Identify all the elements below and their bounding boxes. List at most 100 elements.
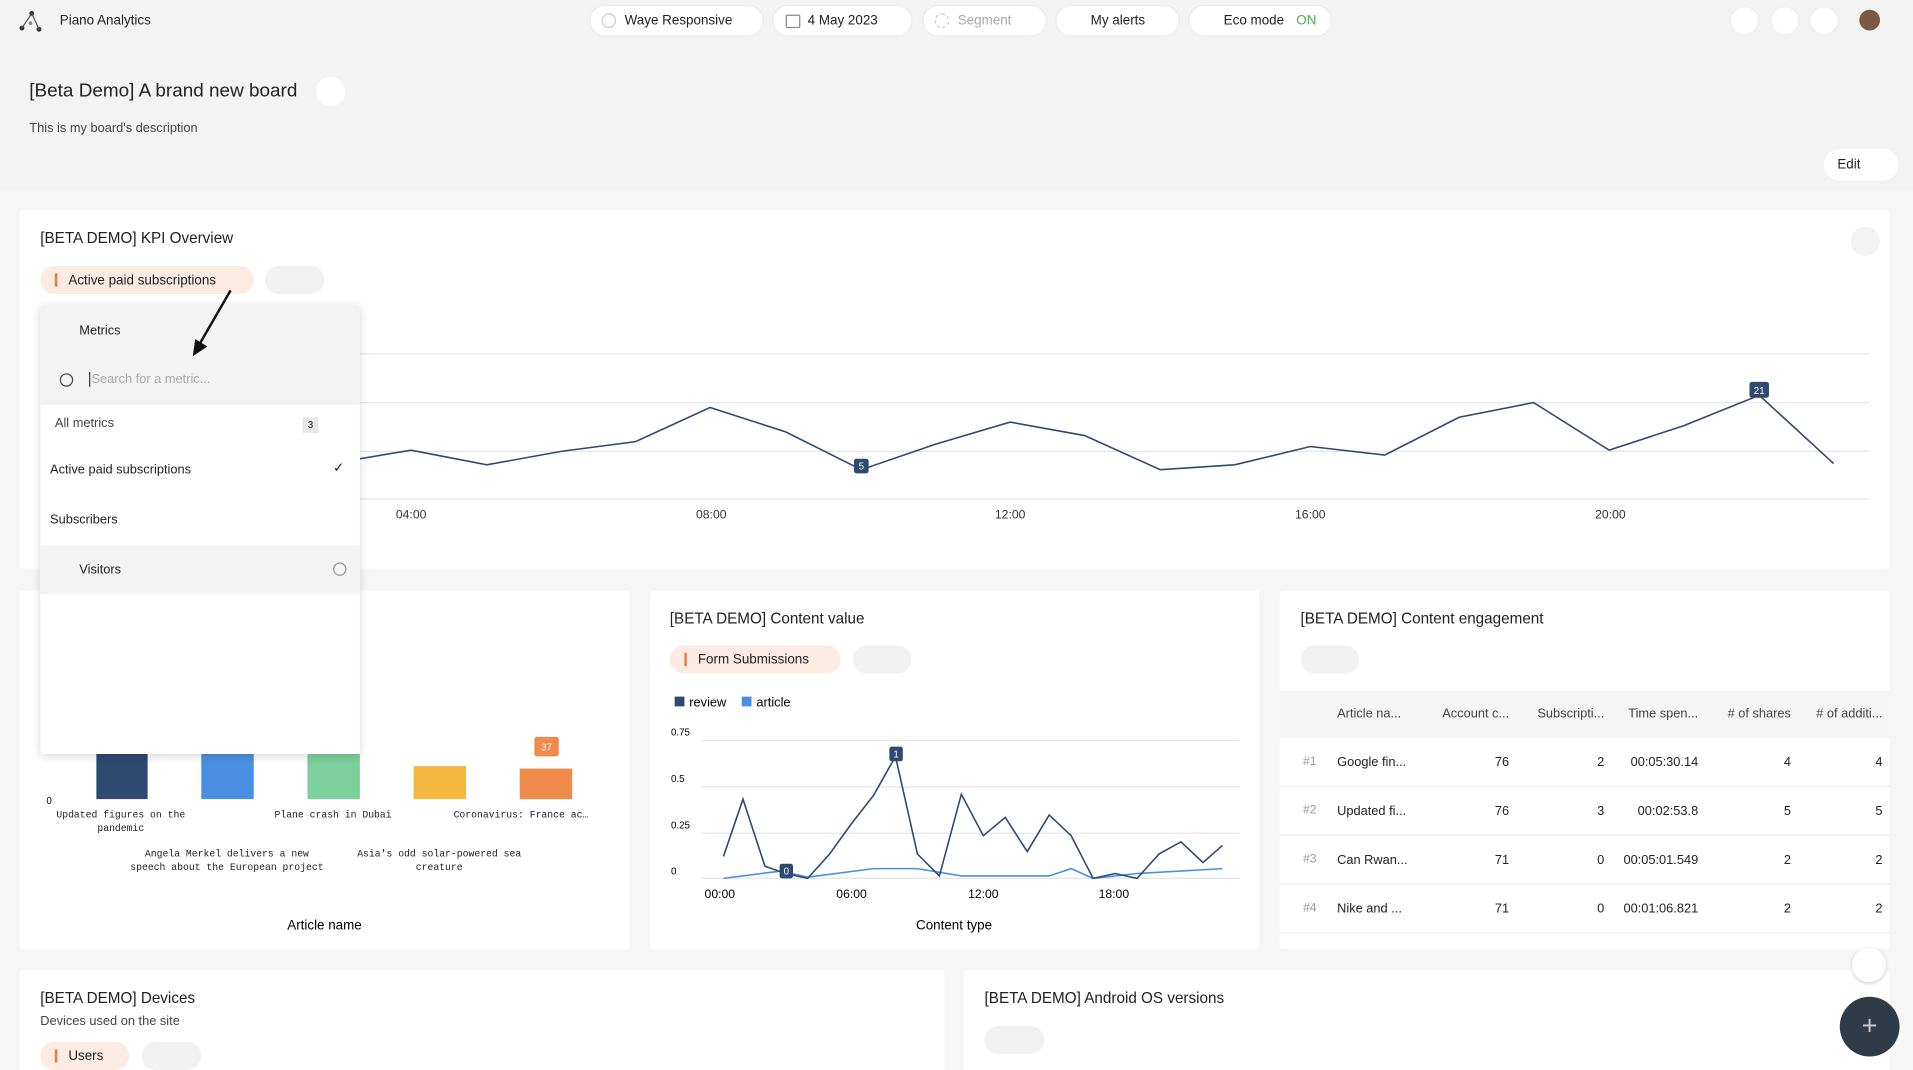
chart-type-selector[interactable] bbox=[852, 645, 912, 674]
logo bbox=[19, 10, 42, 32]
row-divider bbox=[1279, 883, 1890, 885]
panel-title: [BETA DEMO] Android OS versions bbox=[984, 989, 1225, 1007]
table-cell: Can Rwan... bbox=[1337, 852, 1408, 868]
search-input[interactable]: Search for a metric... bbox=[89, 372, 210, 387]
view-selector[interactable] bbox=[984, 1026, 1045, 1055]
info-icon bbox=[333, 562, 347, 576]
metric-selector[interactable]: Form Submissions bbox=[669, 645, 841, 674]
app-name: Piano Analytics bbox=[59, 13, 151, 29]
x-tick-label: 00:00 bbox=[705, 887, 736, 901]
table-cell: 4 bbox=[1875, 755, 1883, 770]
date-selector[interactable]: 4 May 2023 bbox=[773, 6, 912, 36]
metric: Users bbox=[68, 1048, 104, 1064]
metric-dropdown: Metrics Search for a metric... All metri… bbox=[40, 305, 360, 754]
row-divider bbox=[1279, 785, 1890, 787]
row-divider bbox=[1279, 834, 1890, 836]
row-rank: #1 bbox=[1302, 755, 1317, 769]
eco-state: ON bbox=[1296, 13, 1317, 29]
check-icon: ✓ bbox=[333, 461, 345, 476]
point-label: 5 bbox=[859, 462, 865, 473]
table-cell: 71 bbox=[1494, 901, 1510, 917]
alerts: My alerts bbox=[1090, 13, 1146, 29]
table-cell: 5 bbox=[1783, 803, 1791, 819]
add-button[interactable]: + bbox=[1839, 996, 1900, 1057]
x-tick-label: Coronavirus: France ac… bbox=[453, 810, 589, 822]
table-cell: 2 bbox=[1597, 755, 1605, 770]
table-cell: 0 bbox=[1597, 901, 1605, 917]
legend-label: article bbox=[756, 694, 790, 709]
row-divider bbox=[1279, 932, 1890, 934]
board-description: This is my board's description bbox=[29, 120, 198, 136]
value-label: 37 bbox=[541, 742, 552, 753]
table-cell: 76 bbox=[1494, 755, 1510, 770]
x-tick-label: 18:00 bbox=[1099, 887, 1130, 901]
x-tick-label: 06:00 bbox=[836, 887, 867, 901]
apps-button[interactable] bbox=[1731, 7, 1759, 35]
edit-label: Edit bbox=[1837, 157, 1861, 173]
date: 4 May 2023 bbox=[807, 13, 878, 29]
x-tick-label: 16:00 bbox=[1295, 507, 1326, 521]
site-selector[interactable]: Waye Responsive bbox=[590, 6, 763, 36]
point-label: 21 bbox=[1754, 386, 1765, 397]
all-metrics[interactable]: All metrics bbox=[54, 416, 114, 431]
metric-selector[interactable]: Active paid subscriptions bbox=[40, 265, 254, 295]
metric-option[interactable]: Visitors bbox=[79, 562, 122, 578]
site: Waye Responsive bbox=[624, 13, 733, 29]
segment-selector[interactable]: Segment bbox=[923, 6, 1046, 36]
eco: Eco mode bbox=[1223, 13, 1285, 29]
alerts-button[interactable]: My alerts bbox=[1056, 6, 1179, 36]
chart-type-selector[interactable] bbox=[141, 1041, 202, 1070]
column-header: Account c... bbox=[1442, 706, 1510, 722]
metric-option[interactable]: Subscribers bbox=[50, 512, 118, 528]
table-cell: 4 bbox=[1783, 755, 1791, 770]
eco-toggle[interactable]: Eco mode ON bbox=[1189, 6, 1332, 36]
table-cell: 2 bbox=[1875, 852, 1883, 868]
notifications-button[interactable] bbox=[1810, 7, 1838, 35]
table-cell: 3 bbox=[1597, 803, 1605, 819]
avatar[interactable] bbox=[1859, 9, 1881, 31]
x-tick-label: Updated figures on the pandemic bbox=[56, 810, 186, 835]
table-cell: 71 bbox=[1494, 852, 1510, 868]
x-tick-label: 12:00 bbox=[968, 887, 999, 901]
x-axis-title: Article name bbox=[287, 918, 362, 933]
android-panel bbox=[963, 969, 1890, 1070]
help-button[interactable] bbox=[1771, 7, 1799, 35]
table-cell: 00:05:01.549 bbox=[1623, 852, 1699, 868]
dropdown-title: Metrics bbox=[79, 323, 121, 338]
table-cell: Google fin... bbox=[1337, 755, 1407, 770]
column-header: Time spen... bbox=[1628, 706, 1699, 722]
expand-button[interactable] bbox=[1850, 226, 1881, 257]
y-tick-label: 0.75 bbox=[671, 728, 691, 739]
x-tick-label: 20:00 bbox=[1595, 507, 1626, 521]
view-selector[interactable] bbox=[1300, 645, 1360, 674]
hover-row bbox=[40, 545, 360, 595]
table-cell: 2 bbox=[1783, 901, 1791, 917]
annotation-arrow bbox=[192, 289, 232, 357]
metric: Form Submissions bbox=[697, 652, 809, 667]
row-rank: #3 bbox=[1302, 852, 1317, 867]
rocket-button[interactable] bbox=[1851, 947, 1887, 983]
column-header: Article na... bbox=[1337, 706, 1402, 722]
panel-title: [BETA DEMO] Content value bbox=[669, 610, 865, 628]
column-header: Subscripti... bbox=[1537, 706, 1605, 722]
table-cell: 2 bbox=[1875, 901, 1883, 917]
edit-button[interactable]: Edit bbox=[1823, 148, 1899, 181]
panel-subtitle: Devices used on the site bbox=[40, 1013, 180, 1029]
metric: Active paid subscriptions bbox=[68, 272, 217, 288]
panel-title: [BETA DEMO] KPI Overview bbox=[40, 229, 234, 247]
chart-type-selector[interactable] bbox=[264, 265, 325, 295]
metric-option[interactable]: Active paid subscriptions bbox=[50, 462, 192, 478]
x-tick-label: Angela Merkel delivers a new speech abou… bbox=[130, 849, 324, 874]
board-title: [Beta Demo] A brand new board bbox=[29, 80, 298, 102]
y-tick-label: 0.5 bbox=[671, 774, 685, 785]
row-rank: #2 bbox=[1302, 803, 1317, 818]
column-header: # of shares bbox=[1727, 706, 1791, 722]
panel-title: [BETA DEMO] Content engagement bbox=[1300, 610, 1544, 628]
metric-selector[interactable]: Users bbox=[40, 1041, 130, 1070]
table-cell: 00:01:06.821 bbox=[1623, 901, 1699, 917]
edit-title-button[interactable] bbox=[315, 76, 346, 107]
y-tick-label: 0.25 bbox=[671, 820, 691, 831]
